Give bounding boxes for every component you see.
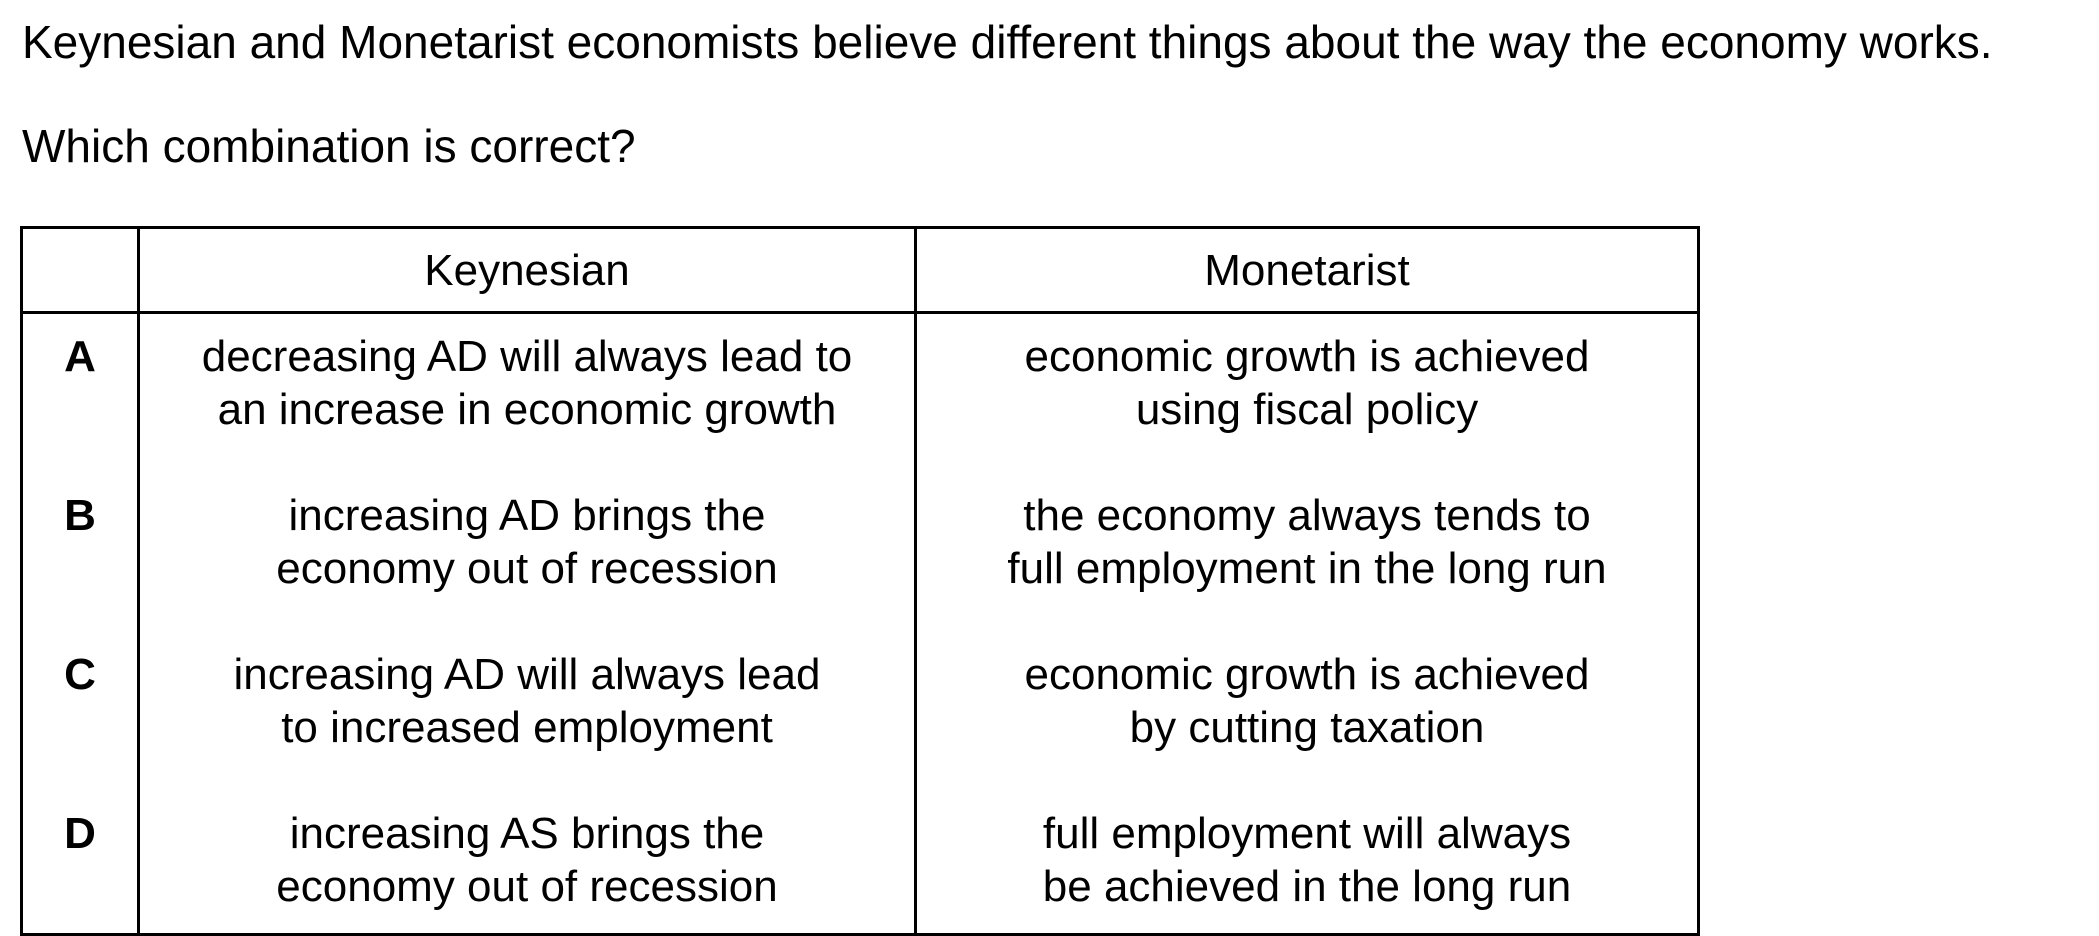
option-row-c: C increasing AD will always lead to incr… xyxy=(20,632,1700,791)
header-monetarist: Monetarist xyxy=(914,227,1700,314)
monetarist-cell: the economy always tends to full employm… xyxy=(914,473,1700,632)
cell-line: full employment will always xyxy=(1042,809,1572,858)
table-header-row: Keynesian Monetarist xyxy=(20,227,1700,314)
cell-line: by cutting taxation xyxy=(1129,703,1485,752)
option-letter: D xyxy=(20,791,140,935)
header-keynesian: Keynesian xyxy=(137,227,917,314)
cell-line: decreasing AD will always lead to xyxy=(201,332,853,381)
cell-line: increasing AS brings the xyxy=(289,809,765,858)
option-row-d: D increasing AS brings the economy out o… xyxy=(20,791,1700,935)
header-letter xyxy=(20,227,140,314)
cell-line: to increased employment xyxy=(281,703,773,752)
monetarist-cell: full employment will always be achieved … xyxy=(914,791,1700,935)
keynesian-cell: decreasing AD will always lead to an inc… xyxy=(137,312,917,473)
keynesian-cell: increasing AS brings the economy out of … xyxy=(137,791,917,935)
option-row-b: B increasing AD brings the economy out o… xyxy=(20,473,1700,632)
cell-line: full employment in the long run xyxy=(1007,544,1607,593)
answer-options-table: Keynesian Monetarist A decreasing AD wil… xyxy=(20,226,1700,936)
option-row-a: A decreasing AD will always lead to an i… xyxy=(20,312,1700,473)
keynesian-cell: increasing AD will always lead to increa… xyxy=(137,632,917,791)
cell-line: increasing AD brings the xyxy=(288,491,766,540)
cell-line: using fiscal policy xyxy=(1135,385,1479,434)
cell-line: the economy always tends to xyxy=(1023,491,1591,540)
option-letter: B xyxy=(20,473,140,632)
option-letter: C xyxy=(20,632,140,791)
intro-text: Keynesian and Monetarist economists beli… xyxy=(22,16,1993,68)
cell-line: an increase in economic growth xyxy=(217,385,837,434)
option-letter: A xyxy=(20,312,140,473)
monetarist-cell: economic growth is achieved by cutting t… xyxy=(914,632,1700,791)
monetarist-cell: economic growth is achieved using fiscal… xyxy=(914,312,1700,473)
question-text: Which combination is correct? xyxy=(22,120,636,172)
cell-line: economic growth is achieved xyxy=(1024,332,1590,381)
cell-line: economy out of recession xyxy=(276,544,778,593)
cell-line: be achieved in the long run xyxy=(1042,862,1572,911)
cell-line: economy out of recession xyxy=(276,862,778,911)
cell-line: economic growth is achieved xyxy=(1024,650,1590,699)
cell-line: increasing AD will always lead xyxy=(233,650,821,699)
keynesian-cell: increasing AD brings the economy out of … xyxy=(137,473,917,632)
